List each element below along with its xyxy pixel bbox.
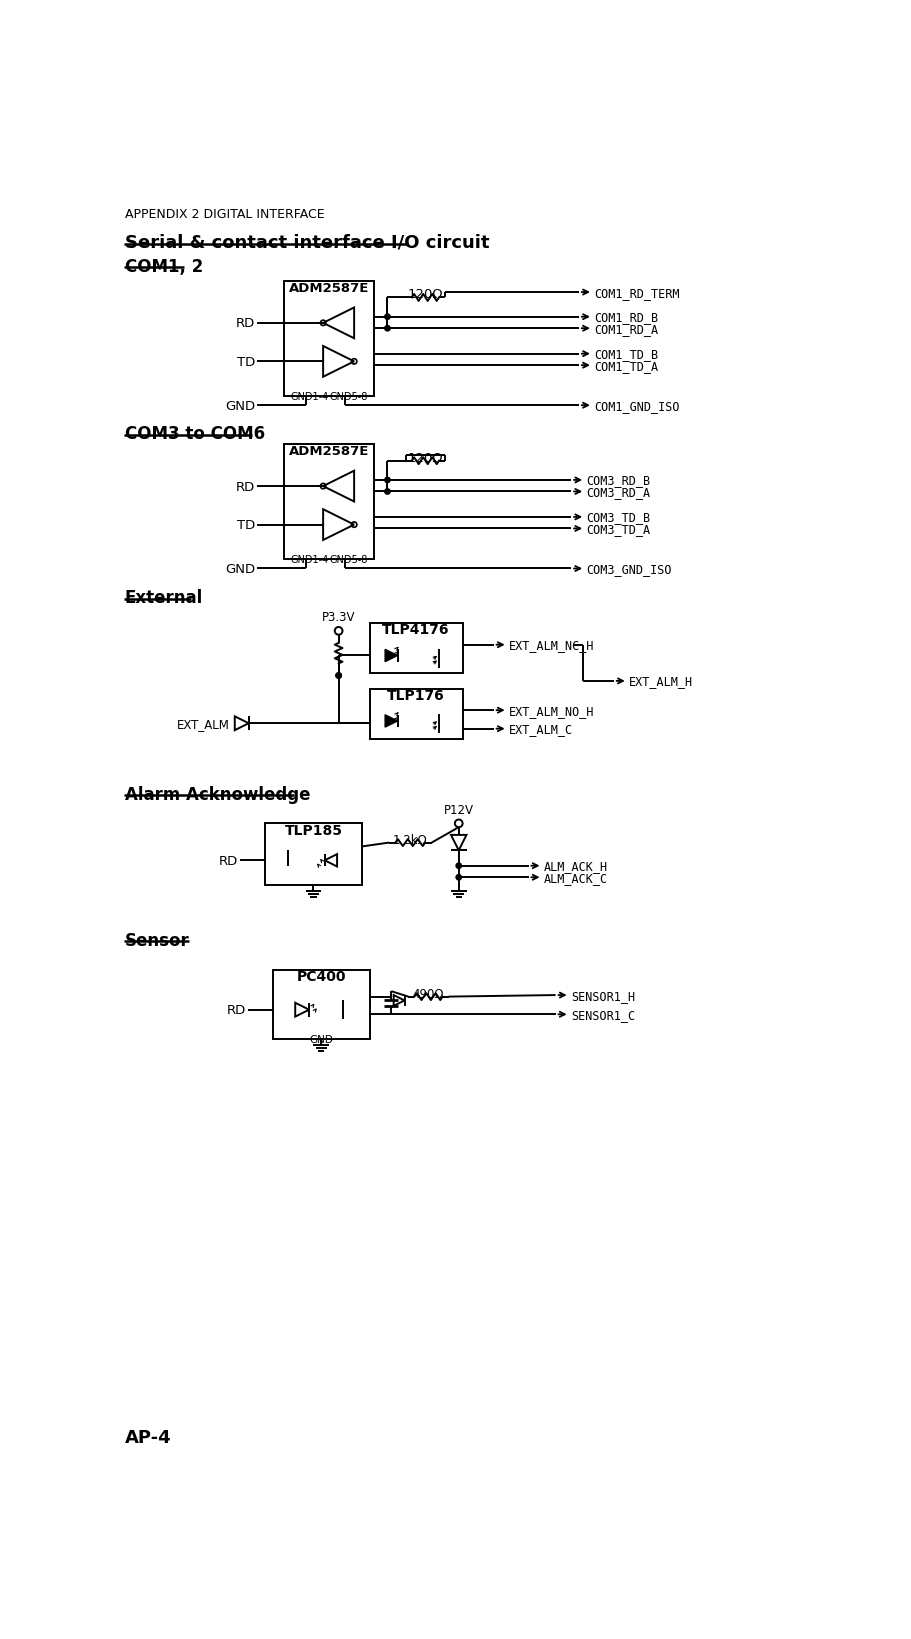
Circle shape: [456, 875, 462, 880]
Text: 1.2kΩ: 1.2kΩ: [393, 833, 427, 846]
Text: EXT_ALM_H: EXT_ALM_H: [630, 675, 693, 688]
Text: COM1_GND_ISO: COM1_GND_ISO: [594, 400, 680, 413]
Text: TD: TD: [237, 520, 255, 531]
Circle shape: [384, 326, 390, 331]
Bar: [370, 624, 463, 674]
Text: GND: GND: [309, 1034, 333, 1044]
Text: AP-4: AP-4: [125, 1428, 171, 1446]
Polygon shape: [385, 651, 397, 662]
Circle shape: [336, 674, 342, 679]
Text: COM1_RD_B: COM1_RD_B: [594, 311, 659, 325]
Circle shape: [384, 315, 390, 320]
Text: 120Ω: 120Ω: [408, 288, 443, 302]
Bar: [370, 688, 463, 739]
Text: TLP185: TLP185: [284, 823, 343, 838]
Polygon shape: [385, 715, 397, 728]
Text: External: External: [125, 588, 203, 606]
Text: COM1_RD_A: COM1_RD_A: [594, 323, 659, 336]
Text: EXT_ALM: EXT_ALM: [178, 718, 230, 731]
Text: RD: RD: [236, 318, 255, 329]
Text: TLP4176: TLP4176: [383, 623, 450, 638]
Bar: [265, 824, 362, 885]
Text: ADM2587E: ADM2587E: [289, 282, 369, 295]
Text: GND5-8: GND5-8: [329, 392, 368, 402]
Text: COM3_TD_B: COM3_TD_B: [587, 511, 650, 524]
Text: ALM_ACK_C: ALM_ACK_C: [544, 872, 609, 883]
Text: COM3_TD_A: COM3_TD_A: [587, 523, 650, 536]
Text: GND1-4: GND1-4: [291, 554, 329, 564]
Text: COM1_RD_TERM: COM1_RD_TERM: [594, 287, 680, 300]
Bar: [272, 970, 370, 1039]
Text: EXT_ALM_C: EXT_ALM_C: [509, 723, 573, 736]
Text: COM1, 2: COM1, 2: [125, 259, 203, 277]
Text: COM1_TD_A: COM1_TD_A: [594, 359, 659, 372]
Text: SENSOR1_H: SENSOR1_H: [571, 988, 635, 1001]
Bar: [284, 282, 374, 397]
Text: ALM_ACK_H: ALM_ACK_H: [544, 860, 609, 872]
Text: TD: TD: [237, 356, 255, 369]
Text: 490Ω: 490Ω: [413, 987, 445, 1000]
Text: COM3_GND_ISO: COM3_GND_ISO: [587, 562, 672, 575]
Text: COM3_RD_A: COM3_RD_A: [587, 485, 650, 498]
Circle shape: [384, 479, 390, 484]
Circle shape: [336, 674, 342, 679]
Text: EXT_ALM_NC_H: EXT_ALM_NC_H: [509, 639, 595, 652]
Text: Sensor: Sensor: [125, 931, 189, 949]
Text: COM3 to COM6: COM3 to COM6: [125, 425, 265, 443]
Text: 120Ω: 120Ω: [408, 451, 443, 464]
Text: GND1-4: GND1-4: [291, 392, 329, 402]
Text: COM3_RD_B: COM3_RD_B: [587, 474, 650, 487]
Text: ADM2587E: ADM2587E: [289, 444, 369, 457]
Text: GND: GND: [225, 400, 255, 413]
Text: P3.3V: P3.3V: [322, 611, 355, 624]
Text: RD: RD: [226, 1003, 246, 1016]
Text: APPENDIX 2 DIGITAL INTERFACE: APPENDIX 2 DIGITAL INTERFACE: [125, 208, 324, 221]
Circle shape: [384, 490, 390, 495]
Text: COM1_TD_B: COM1_TD_B: [594, 347, 659, 361]
Text: PC400: PC400: [296, 969, 346, 983]
Text: GND: GND: [225, 562, 255, 575]
Text: TLP176: TLP176: [387, 688, 445, 703]
Text: RD: RD: [236, 480, 255, 493]
Text: SENSOR1_C: SENSOR1_C: [571, 1008, 635, 1021]
Text: RD: RD: [219, 854, 238, 867]
Text: P12V: P12V: [444, 803, 474, 816]
Text: Alarm Acknowledge: Alarm Acknowledge: [125, 785, 311, 803]
Circle shape: [456, 864, 462, 869]
Text: Serial & contact interface I/O circuit: Serial & contact interface I/O circuit: [125, 234, 489, 252]
Text: EXT_ALM_NO_H: EXT_ALM_NO_H: [509, 705, 595, 718]
Bar: [284, 444, 374, 561]
Text: GND5-8: GND5-8: [329, 554, 368, 564]
